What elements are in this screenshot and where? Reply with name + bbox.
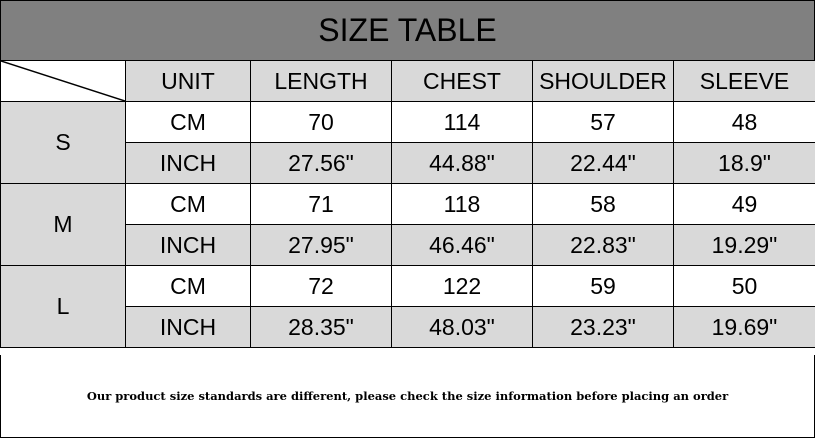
unit-cell: CM bbox=[125, 265, 251, 307]
header-row: UNIT LENGTH CHEST SHOULDER SLEEVE bbox=[0, 60, 815, 102]
table-row: L CM 72 122 59 50 bbox=[0, 265, 815, 348]
size-label: S bbox=[0, 101, 126, 184]
footer-note: Our product size standards are different… bbox=[0, 355, 815, 438]
value-cell: 71 bbox=[250, 183, 392, 225]
header-chest: CHEST bbox=[391, 60, 533, 102]
header-length: LENGTH bbox=[250, 60, 392, 102]
table-row: INCH 27.95" 46.46" 22.83" 19.29" bbox=[1, 224, 815, 266]
unit-cell: CM bbox=[125, 101, 251, 143]
table-row: INCH 28.35" 48.03" 23.23" 19.69" bbox=[1, 306, 815, 348]
value-cell: 57 bbox=[532, 101, 674, 143]
unit-cell: CM bbox=[125, 183, 251, 225]
page-title: SIZE TABLE bbox=[0, 0, 815, 61]
size-label: L bbox=[0, 265, 126, 348]
value-cell: 58 bbox=[532, 183, 674, 225]
value-cell: 49 bbox=[673, 183, 815, 225]
table-row: M CM 71 118 58 49 bbox=[0, 183, 815, 266]
value-cell: 46.46" bbox=[391, 224, 533, 266]
value-cell: 19.69" bbox=[673, 306, 815, 348]
value-cell: 28.35" bbox=[250, 306, 392, 348]
value-cell: 22.83" bbox=[532, 224, 674, 266]
header-shoulder: SHOULDER bbox=[532, 60, 674, 102]
value-cell: 114 bbox=[391, 101, 533, 143]
header-sleeve: SLEEVE bbox=[673, 60, 815, 102]
value-cell: 70 bbox=[250, 101, 392, 143]
value-cell: 19.29" bbox=[673, 224, 815, 266]
value-cell: 44.88" bbox=[391, 142, 533, 184]
unit-cell: INCH bbox=[125, 142, 251, 184]
value-cell: 122 bbox=[391, 265, 533, 307]
header-unit: UNIT bbox=[125, 60, 251, 102]
unit-cell: INCH bbox=[125, 306, 251, 348]
value-cell: 50 bbox=[673, 265, 815, 307]
size-label: M bbox=[0, 183, 126, 266]
table-row: INCH 27.56" 44.88" 22.44" 18.9" bbox=[1, 142, 815, 184]
value-cell: 48.03" bbox=[391, 306, 533, 348]
corner-cell bbox=[0, 60, 126, 102]
table-row: S CM 70 114 57 48 bbox=[0, 101, 815, 184]
unit-cell: INCH bbox=[125, 224, 251, 266]
value-cell: 59 bbox=[532, 265, 674, 307]
value-cell: 72 bbox=[250, 265, 392, 307]
value-cell: 23.23" bbox=[532, 306, 674, 348]
size-table: UNIT LENGTH CHEST SHOULDER SLEEVE S CM 70 1… bbox=[0, 60, 815, 348]
value-cell: 18.9" bbox=[673, 142, 815, 184]
value-cell: 27.95" bbox=[250, 224, 392, 266]
value-cell: 27.56" bbox=[250, 142, 392, 184]
value-cell: 22.44" bbox=[532, 142, 674, 184]
value-cell: 48 bbox=[673, 101, 815, 143]
value-cell: 118 bbox=[391, 183, 533, 225]
